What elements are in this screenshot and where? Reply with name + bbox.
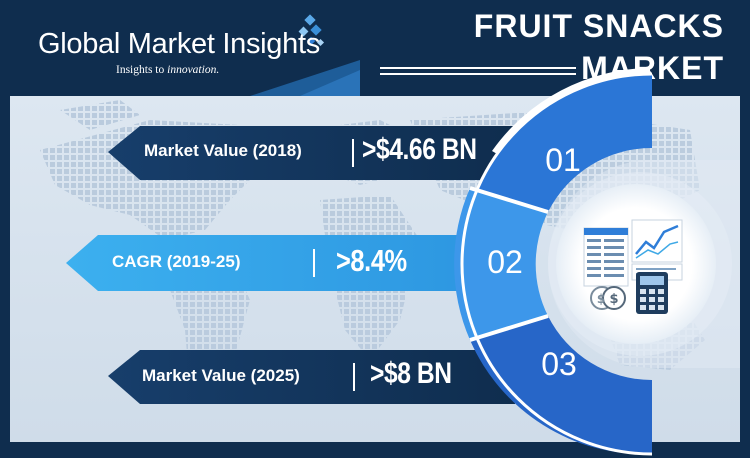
stat-2-value: >8.4%: [336, 243, 407, 278]
banner-1: [108, 126, 515, 180]
logo-diamond-icon: [298, 14, 325, 47]
brand-name: Global Market Insights: [38, 28, 320, 60]
banner-3: [108, 350, 515, 404]
segment-02: [454, 188, 548, 340]
stat-2-label: CAGR (2019-25): [112, 252, 241, 271]
stat-1-value: >$4.66 BN: [362, 133, 477, 166]
svg-text:$: $: [597, 292, 605, 306]
spreadsheet-chart-icon: [583, 219, 683, 287]
svg-text:$: $: [609, 292, 618, 307]
title-rule: [380, 67, 576, 69]
title-line-1: FRUIT SNACKS: [473, 8, 724, 44]
segment-number-02: 02: [487, 244, 523, 280]
segment-number-03: 03: [541, 346, 577, 382]
banner-2: [66, 235, 505, 291]
stat-3-label: Market Value (2025): [142, 366, 300, 385]
segment-number-01: 01: [545, 142, 581, 178]
coins-icon: $ $: [590, 286, 626, 310]
stat-1-label: Market Value (2018): [144, 141, 302, 160]
tagline-prefix: Insights to: [116, 64, 168, 76]
calculator-icon: [636, 272, 668, 314]
segment-03: [470, 316, 652, 455]
tagline-emphasis: innovation.: [167, 64, 220, 76]
segment-01: [475, 74, 652, 212]
brand-tagline: Insights to innovation.: [116, 64, 219, 76]
stat-3-value: >$8 BN: [370, 357, 452, 390]
title-rule-2: [380, 73, 576, 75]
